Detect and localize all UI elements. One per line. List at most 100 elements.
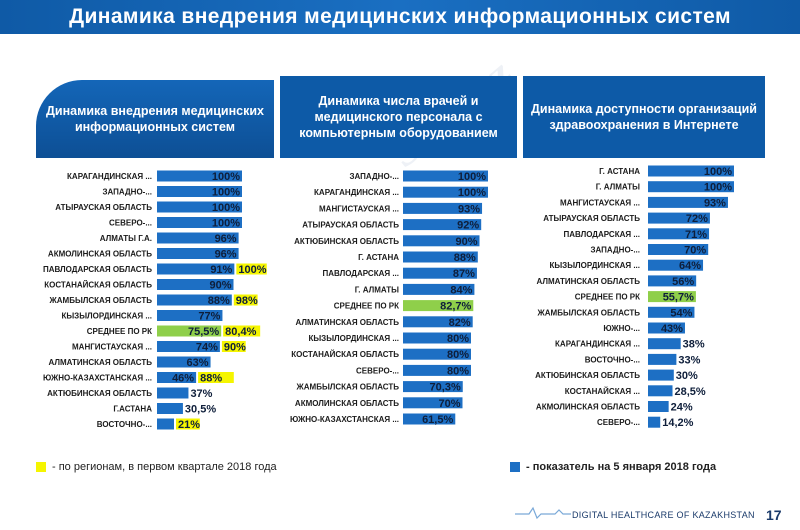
bar [648,196,728,208]
quarter-data-label: 98% [236,295,258,307]
quarter-data-label: 100% [238,264,266,276]
legend-blue-label: - показатель на 5 января 2018 года [526,461,717,473]
data-label: 90% [455,236,477,248]
data-label: 90% [209,280,231,292]
legend-yellow-label: - по регионам, в первом квартале 2018 го… [52,461,277,473]
page-number: 17 [766,507,782,523]
bar [403,219,482,231]
quarter-bar [221,341,246,352]
category-label: ЖАМБЫЛСКАЯ ОБЛАСТЬ [49,296,153,305]
data-label: 75,5% [188,326,219,338]
legend-yellow-swatch [36,462,46,472]
bar [648,275,697,287]
category-label: СЕВЕРО-... [356,366,399,375]
data-label: 64% [679,260,701,272]
bar [648,244,709,255]
bar [648,165,734,177]
bar [157,310,223,321]
bar [648,228,710,240]
bar [403,267,477,279]
data-label: 54% [670,307,692,319]
quarter-data-label: 80,4% [225,326,256,338]
data-label: 82% [449,317,471,329]
quarter-data-label: 21% [178,419,200,431]
category-label: Г. АЛМАТЫ [355,285,399,294]
data-label: 70,3% [430,382,461,394]
bar [157,232,239,244]
data-label: 93% [704,197,726,209]
bar [403,413,456,425]
footer: DIGITAL HEALTHCARE OF KAZAKHSTAN 17 [0,500,800,530]
category-label: АКТЮБИНСКАЯ ОБЛАСТЬ [47,389,152,398]
category-label: АКМОЛИНСКАЯ ОБЛАСТЬ [536,403,640,412]
category-label: ПАВЛОДАРСКАЯ ... [563,230,640,239]
bar [157,217,242,228]
category-label: СРЕДНЕЕ ПО РК [575,293,640,302]
category-label: АКМОЛИНСКАЯ ОБЛАСТЬ [295,399,399,408]
bar [648,353,677,365]
category-label: СЕВЕРО-... [109,219,152,228]
bar [648,338,681,350]
bar [157,170,242,182]
bar [648,385,673,397]
bar [403,300,474,312]
quarter-bar [198,372,234,383]
category-label: АКТЮБИНСКАЯ ОБЛАСТЬ [535,371,640,380]
data-label: 70% [438,398,460,410]
data-label: 74% [196,342,218,354]
bar [648,369,674,381]
data-label: 82,7% [440,301,471,313]
category-label: КАРАГАНДИНСКАЯ ... [314,188,399,197]
category-label: КОСТАНАЙСКАЯ ОБЛАСТЬ [44,281,152,290]
bar [403,235,480,247]
bar [157,403,183,414]
data-label: 63% [187,357,209,369]
bar [157,356,211,368]
bar [403,251,478,263]
legend-yellow: - по регионам, в первом квартале 2018 го… [36,461,277,473]
bar [648,181,734,193]
bar [403,397,463,409]
data-label: 88% [208,295,230,307]
data-label: 24% [671,402,693,414]
data-label: 77% [198,311,220,323]
bar [157,201,242,213]
bar [403,186,488,198]
category-label: ЮЖНО-... [603,324,640,333]
category-label: ЗАПАДНО-... [102,188,152,197]
bar [157,186,242,197]
category-label: КАРАГАНДИНСКАЯ ... [555,340,640,349]
category-label: АТЫРАУСКАЯ ОБЛАСТЬ [543,214,640,223]
category-label: МАНГИСТАУСКАЯ ... [72,343,152,352]
data-label: 30,5% [185,404,216,416]
category-label: КОСТАНАЙСКАЯ ОБЛАСТЬ [291,350,399,359]
bar [157,263,235,275]
bar [157,294,232,306]
data-label: 100% [212,171,240,183]
quarter-bar [233,294,258,306]
quarter-bar [236,263,267,275]
category-label: АЛМАТЫ Г.А. [100,234,152,243]
legend-blue-swatch [510,462,520,472]
bar [403,316,473,328]
data-label: 100% [458,187,486,199]
bar [648,259,704,271]
bar [157,418,174,430]
bar [157,279,234,290]
data-label: 100% [212,187,240,199]
footer-brand: DIGITAL HEALTHCARE OF KAZAKHSTAN [572,510,755,520]
data-label: 61,5% [422,414,453,426]
quarter-bar [223,325,261,337]
category-label: Г. АСТАНА [358,253,399,262]
quarter-data-label: 88% [200,373,222,385]
data-label: 84% [450,284,472,296]
data-label: 56% [672,276,694,288]
data-label: 70% [684,245,706,257]
data-label: 71% [685,229,707,241]
category-label: АЛМАТИНСКАЯ ОБЛАСТЬ [295,318,399,327]
category-label: ПАВЛОДАРСКАЯ ... [322,269,399,278]
bar [648,416,661,428]
data-label: 38% [683,339,705,351]
category-label: ВОСТОЧНО-... [585,355,640,364]
bar [648,322,685,334]
